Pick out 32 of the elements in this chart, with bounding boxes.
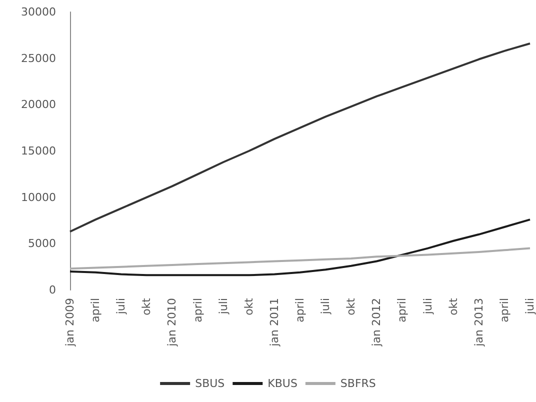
x-tick-label: juli xyxy=(114,298,128,316)
x-tick-label: april xyxy=(294,298,306,322)
x-tick-label: jan 2009 xyxy=(64,298,76,348)
line-series xyxy=(69,42,531,233)
x-tick-label: juli xyxy=(524,298,536,316)
line-series xyxy=(69,247,531,270)
y-tick-label: 25000 xyxy=(21,52,56,65)
x-tick-label: okt xyxy=(140,297,154,316)
x-tick-label: april xyxy=(191,298,204,322)
x-tick-label: april xyxy=(498,298,511,322)
y-tick-label: 10000 xyxy=(21,190,56,204)
line-series xyxy=(69,218,531,276)
legend-label: KBUS xyxy=(268,377,298,390)
x-tick-label: okt xyxy=(344,297,358,316)
y-tick-label: 5000 xyxy=(28,237,56,250)
x-tick-label: jan 2013 xyxy=(472,298,486,348)
legend-label: SBFRS xyxy=(340,377,376,390)
y-tick-label: 15000 xyxy=(21,144,56,158)
x-tick-label: juli xyxy=(319,298,332,316)
x-tick-label: okt xyxy=(242,297,256,316)
x-tick-label: jan 2011 xyxy=(268,298,281,348)
x-tick-label: jan 2010 xyxy=(166,298,179,348)
y-tick-label: 20000 xyxy=(21,98,56,112)
x-tick-label: juli xyxy=(216,298,230,316)
x-tick-label: juli xyxy=(421,298,434,316)
y-tick-label: 30000 xyxy=(21,6,56,18)
y-tick-label: 0 xyxy=(49,284,56,296)
x-tick-label: april xyxy=(396,298,409,322)
x-tick-label: jan 2012 xyxy=(370,298,384,348)
x-tick-label: april xyxy=(89,298,102,322)
x-tick-label: okt xyxy=(446,297,460,316)
legend-label: SBUS xyxy=(195,377,225,390)
